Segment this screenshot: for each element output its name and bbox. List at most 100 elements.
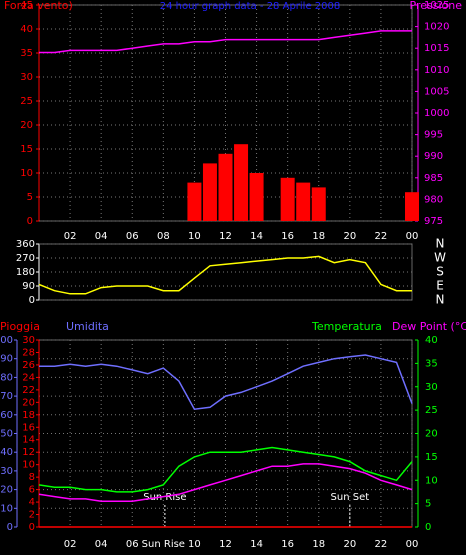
x-tick-label: 04: [95, 539, 108, 550]
legend-label: Umidita: [66, 320, 109, 333]
legend-label: Temperatura: [311, 320, 382, 333]
y-tick-label: 1025: [424, 0, 449, 11]
y-tick-label: 20: [20, 120, 33, 131]
bar: [280, 177, 295, 221]
x-tick-label: 00: [406, 231, 419, 242]
y-tick-label: 25: [20, 96, 33, 107]
x-tick-label: 02: [64, 231, 77, 242]
line: [38, 446, 413, 493]
y-tick-label: 5: [27, 192, 33, 203]
annotation: Sun Rise: [143, 492, 186, 503]
y-tick-label: S: [436, 265, 444, 279]
y-tick-label: 180: [16, 267, 35, 278]
y-tick-label: 25: [425, 405, 438, 416]
bar: [202, 163, 217, 221]
y-tick-label: 26: [22, 360, 35, 371]
y-tick-label: 45: [20, 0, 33, 11]
y-tick-label: 995: [424, 130, 443, 141]
y-tick-label: W: [434, 251, 446, 265]
y-tick-label: 40: [20, 24, 33, 35]
x-tick-label: 02: [64, 539, 77, 550]
y-tick-label: 70: [0, 391, 13, 402]
y-tick-label: 22: [22, 385, 35, 396]
y-tick-label: 30: [0, 466, 13, 477]
x-tick-label: 22: [375, 231, 388, 242]
x-tick-label: 20: [343, 231, 356, 242]
y-tick-label: 20: [425, 429, 438, 440]
legend-label: Pioggia: [0, 320, 40, 333]
y-tick-label: 35: [20, 48, 33, 59]
bar: [187, 182, 202, 221]
x-tick-label: 14: [250, 231, 263, 242]
x-tick-label: Sun Rise: [142, 539, 185, 550]
x-tick-label: 18: [312, 539, 325, 550]
y-tick-label: N: [436, 237, 445, 251]
y-tick-label: 8: [29, 472, 35, 483]
y-tick-label: 6: [29, 485, 35, 496]
y-tick-label: 18: [22, 410, 35, 421]
y-tick-label: 5: [425, 499, 431, 510]
y-tick-label: 90: [0, 354, 13, 365]
y-tick-label: 1015: [424, 43, 449, 54]
y-tick-label: 4: [29, 497, 35, 508]
y-tick-label: 40: [0, 447, 13, 458]
y-tick-label: 14: [22, 435, 35, 446]
x-tick-label: 04: [95, 231, 108, 242]
y-tick-label: 0: [29, 522, 35, 533]
y-tick-label: 15: [20, 144, 33, 155]
x-tick-label: 00: [406, 539, 419, 550]
y-tick-label: E: [436, 279, 444, 293]
y-tick-label: 2: [29, 510, 35, 521]
y-tick-label: 80: [0, 372, 13, 383]
x-tick-label: 06: [126, 231, 139, 242]
bar: [234, 144, 249, 221]
y-tick-label: 90: [22, 281, 35, 292]
y-tick-label: 0: [29, 295, 35, 306]
plot-frame: [38, 243, 413, 301]
y-tick-label: 1010: [424, 65, 449, 76]
x-tick-label: 12: [219, 539, 232, 550]
y-tick-label: 28: [22, 347, 35, 358]
y-tick-label: 20: [22, 397, 35, 408]
bar: [405, 192, 419, 221]
x-tick-label: 18: [312, 231, 325, 242]
y-tick-label: 360: [16, 239, 35, 250]
y-tick-label: 20: [0, 485, 13, 496]
y-tick-label: 975: [424, 216, 443, 227]
y-tick-label: 30: [22, 335, 35, 346]
y-tick-label: 0: [425, 522, 431, 533]
y-tick-label: 60: [0, 410, 13, 421]
y-tick-label: 35: [425, 358, 438, 369]
legend-label: Dew Point (°C): [392, 320, 466, 333]
y-tick-label: 10: [20, 168, 33, 179]
line: [38, 463, 413, 503]
y-tick-label: 10: [22, 460, 35, 471]
y-tick-label: 30: [425, 382, 438, 393]
x-tick-label: 16: [281, 539, 294, 550]
chart-title: 24 hour graph data - 28 Aprile 2008: [160, 1, 340, 12]
x-tick-label: 10: [188, 539, 201, 550]
y-tick-label: 12: [22, 447, 35, 458]
x-tick-label: 20: [343, 539, 356, 550]
y-tick-label: 40: [425, 335, 438, 346]
annotation: Sun Set: [331, 492, 370, 503]
y-tick-label: 1020: [424, 22, 449, 33]
line: [38, 255, 412, 295]
y-tick-label: 270: [16, 253, 35, 264]
bar: [311, 187, 326, 221]
y-tick-label: 990: [424, 151, 443, 162]
y-tick-label: 980: [424, 194, 443, 205]
y-tick-label: 15: [425, 452, 438, 463]
y-tick-label: 100: [0, 335, 13, 346]
x-tick-label: 14: [250, 539, 263, 550]
y-tick-label: 1000: [424, 108, 449, 119]
y-tick-label: 30: [20, 72, 33, 83]
x-tick-label: 12: [219, 231, 232, 242]
legend-label: Pressione: [410, 0, 463, 12]
y-tick-label: 10: [0, 503, 13, 514]
x-tick-label: 10: [188, 231, 201, 242]
bar: [218, 153, 233, 221]
y-tick-label: 16: [22, 422, 35, 433]
line: [39, 30, 412, 54]
